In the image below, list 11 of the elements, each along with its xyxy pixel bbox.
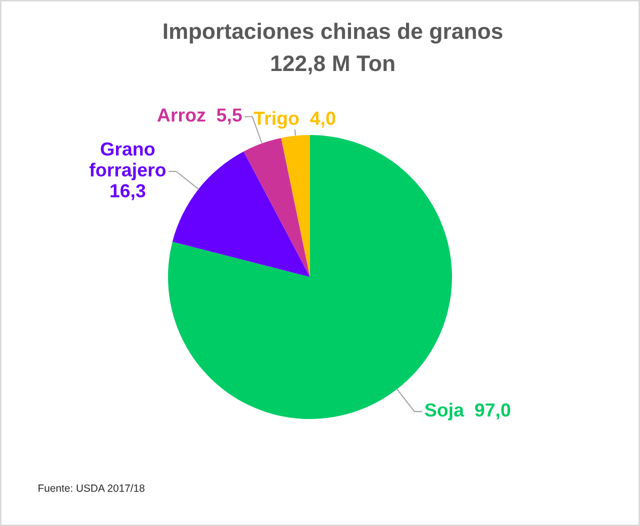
source-note: Fuente: USDA 2017/18 — [38, 484, 144, 492]
data-label: 16,3 — [110, 184, 146, 200]
chart-subtitle: 122,8 M Ton — [271, 55, 394, 74]
slice-label: Grano forrajero — [89, 142, 166, 180]
slice-label: Trigo 4,0 — [254, 111, 336, 129]
pie-slice — [244, 138, 310, 277]
chart-title: Importaciones chinas de granos — [164, 22, 502, 44]
pie-slice — [281, 134, 310, 277]
slice-label: Arroz 5,5 — [157, 108, 242, 124]
slice-label: Soja 97,0 — [424, 402, 510, 420]
pie-slice — [172, 151, 310, 277]
